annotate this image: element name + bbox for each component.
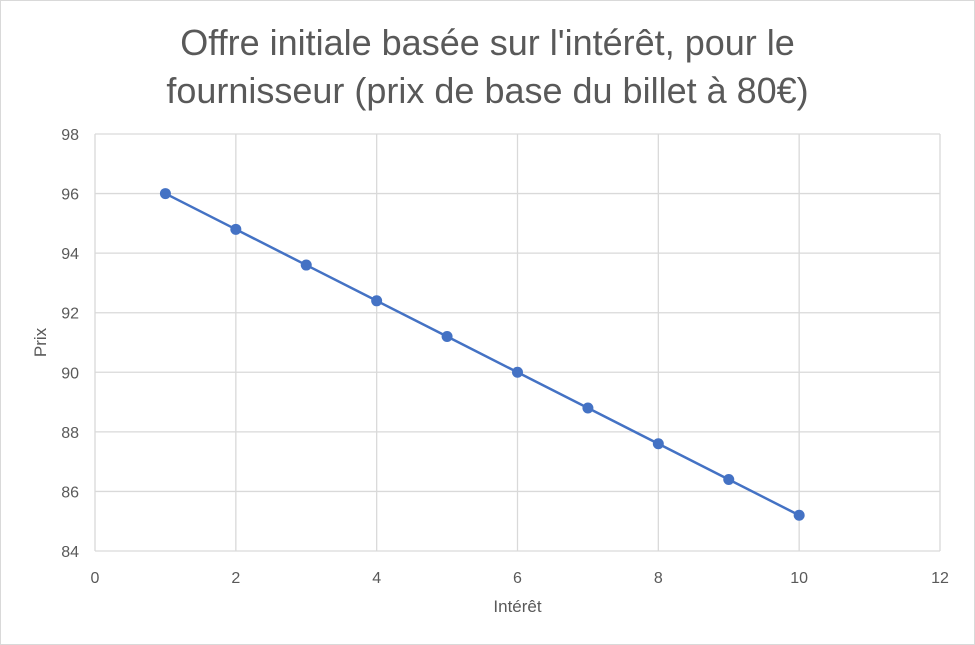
y-tick-label: 98 [61, 127, 79, 144]
series-line [164, 192, 800, 517]
data-point [230, 223, 242, 235]
data-point [512, 366, 523, 378]
series-group [159, 188, 805, 521]
y-tick-label: 84 [61, 544, 79, 561]
data-point [793, 509, 805, 521]
x-tick-labels: 0 2 4 6 8 10 12 [91, 570, 949, 587]
chart-title-line-2: fournisseur (prix de base du billet à 80… [166, 70, 809, 111]
y-tick-label: 96 [61, 187, 79, 204]
chart-title: Offre initiale basée sur l'intérêt, pour… [1, 19, 974, 115]
y-tick-labels: 84 86 88 90 92 94 96 98 [61, 127, 79, 561]
data-point [371, 295, 383, 307]
chart-title-line-1: Offre initiale basée sur l'intérêt, pour… [180, 22, 795, 63]
x-tick-label: 8 [654, 570, 663, 587]
data-point [300, 259, 312, 271]
y-tick-label: 94 [61, 246, 79, 263]
data-point [652, 438, 664, 450]
data-point [582, 402, 594, 414]
x-tick-label: 10 [790, 570, 808, 587]
y-tick-label: 90 [61, 365, 79, 382]
y-tick-label: 92 [61, 306, 79, 323]
data-point [441, 331, 453, 343]
y-tick-label: 86 [61, 484, 79, 501]
x-tick-label: 2 [231, 570, 240, 587]
x-tick-label: 4 [372, 570, 381, 587]
x-tick-label: 0 [91, 570, 100, 587]
x-tick-label: 6 [513, 570, 522, 587]
y-axis-title: Prix [31, 327, 50, 357]
gridlines [94, 133, 941, 552]
data-point [159, 188, 171, 200]
x-tick-label: 12 [931, 570, 949, 587]
y-tick-label: 88 [61, 425, 79, 442]
data-point [723, 474, 735, 486]
x-axis-title: Intérêt [493, 597, 541, 616]
